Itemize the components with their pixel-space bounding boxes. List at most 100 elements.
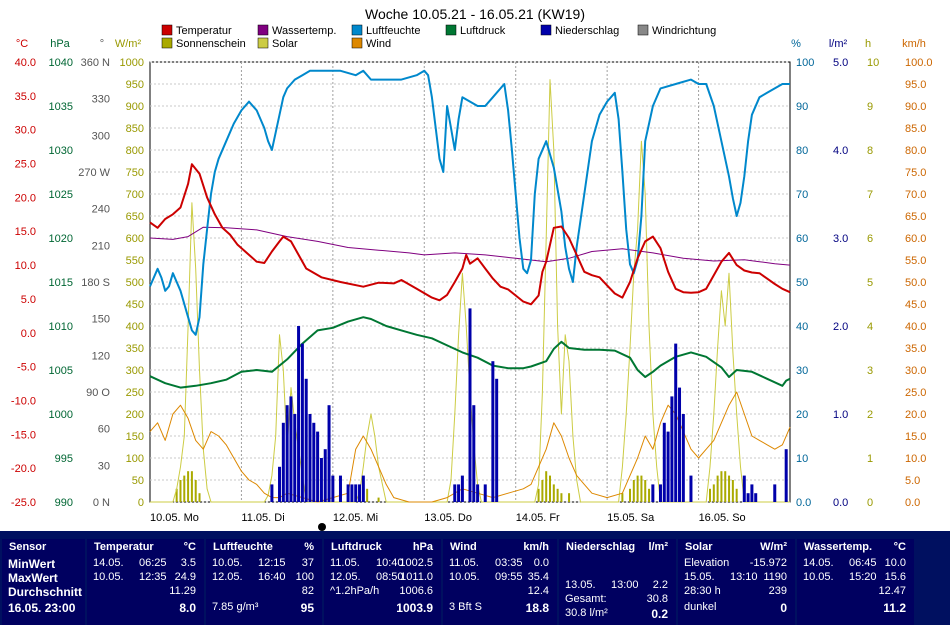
hum-max-date: 12.05.: [212, 571, 243, 583]
solar-tick: 350: [126, 343, 144, 355]
solar-tick: 950: [126, 79, 144, 91]
wind-speed-tick: 100.0: [905, 57, 933, 69]
humidity-column: Luftfeuchte % 10.05. 12:15 37 12.05. 16:40 1…: [206, 539, 322, 625]
water-min-value: 10.0: [884, 557, 906, 569]
legend-swatch: [351, 24, 363, 36]
solar-column: Solar W/m² Elevation -15.972 15.05. 13:10 1…: [678, 539, 795, 625]
pressure-tick: 1035: [49, 101, 73, 113]
wind-speed-tick: 35.0: [905, 343, 926, 355]
solar-elevation-value: -15.972: [749, 557, 787, 569]
precipitation-bar: [460, 475, 464, 502]
press-trend: ^1.2hPa/h: [330, 585, 380, 597]
sunshine-bar: [640, 475, 643, 502]
legend-label: Luftfeuchte: [366, 25, 420, 37]
sunshine-bar: [735, 488, 738, 502]
solar-tick: 750: [126, 167, 144, 179]
sunshine-bar: [537, 488, 540, 502]
humidity-tick: 100: [796, 57, 814, 69]
precipitation-bar: [289, 396, 293, 502]
press-min-date: 11.05.: [330, 557, 360, 569]
sunshine-tick: 6: [867, 233, 873, 245]
precipitation-bar: [358, 484, 362, 502]
hum-absolute: 7.85 g/m³: [212, 601, 259, 613]
solar-tick: 900: [126, 101, 144, 113]
temperature-tick: -10.0: [11, 395, 36, 407]
pressure-column: Luftdruck hPa 11.05. 10:40 1002.5 12.05. 08…: [324, 539, 441, 625]
wind-speed-tick: 5.0: [905, 475, 920, 487]
wind-speed-tick: 80.0: [905, 145, 926, 157]
pressure-tick: 1010: [49, 321, 73, 333]
wind-direction-tick: 30: [98, 460, 110, 472]
humidity-tick: 50: [796, 277, 808, 289]
sunshine-tick: 0: [867, 497, 873, 509]
precipitation-bar: [681, 414, 685, 502]
solar-tick: 200: [126, 409, 144, 421]
precipitation-bar: [773, 484, 777, 502]
rain-sum: 30.8 l/m²: [565, 607, 608, 619]
solar-tick: 550: [126, 255, 144, 267]
wind-direction-tick: 330: [92, 94, 110, 106]
row-label-current: 16.05. 23:00: [8, 601, 76, 615]
precipitation-bar: [472, 405, 476, 502]
sunshine-tick: 10: [867, 57, 879, 69]
solar-tick: 0: [138, 497, 144, 509]
x-tick-label: 13.05. Do: [424, 512, 472, 524]
temperature-unit: °C: [183, 541, 196, 553]
temperature-tick: -25.0: [11, 497, 36, 509]
solar-tick: 250: [126, 387, 144, 399]
precipitation-bar: [750, 484, 754, 502]
legend-swatch: [637, 24, 649, 36]
wind-direction-tick: 60: [98, 424, 110, 436]
sunshine-tick: 3: [867, 365, 873, 377]
wind-max-value: 35.4: [527, 571, 549, 583]
humidity-tick: 20: [796, 409, 808, 421]
series-line-wind: [149, 391, 791, 503]
rain-max-date: 13.05.: [565, 579, 596, 591]
solar-tick: 50: [132, 475, 144, 487]
rain-total-label: Gesamt:: [565, 593, 607, 605]
precipitation-bar: [285, 405, 289, 502]
wind-direction-tick: 300: [92, 130, 110, 142]
wind-speed-tick: 90.0: [905, 101, 926, 113]
hum-max-time: 16:40: [258, 571, 286, 583]
wind-direction-tick: 0 N: [93, 497, 110, 509]
sunshine-bar: [190, 471, 193, 502]
temp-min-value: 3.5: [180, 557, 196, 569]
precipitation-bar: [784, 449, 788, 502]
solar-current-value: 0: [780, 601, 787, 615]
solar-state: dunkel: [684, 601, 717, 613]
legend-swatch: [351, 37, 363, 49]
wind-direction-tick: 270 W: [78, 167, 110, 179]
precipitation-bar: [476, 484, 480, 502]
sunshine-bar: [560, 493, 563, 502]
pressure-tick: 1015: [49, 277, 73, 289]
rain-max-time: 13:00: [611, 579, 639, 591]
precipitation-bar: [297, 326, 301, 502]
wind-speed-tick: 60.0: [905, 233, 926, 245]
temperature-tick: 35.0: [15, 91, 36, 103]
temperature-tick: 15.0: [15, 226, 36, 238]
pressure-tick: 1000: [49, 409, 73, 421]
sunshine-bar: [545, 471, 548, 502]
humidity-header: Luftfeuchte: [213, 541, 273, 553]
hum-min-time: 12:15: [258, 557, 286, 569]
pressure-tick: 1005: [49, 365, 73, 377]
precipitation-bar: [278, 466, 282, 502]
sensor-column: Sensor MinWert MaxWert Durchschnitt 16.0…: [2, 539, 85, 625]
hum-max-value: 100: [295, 571, 314, 583]
solar-tick: 650: [126, 211, 144, 223]
press-avg-value: 1006.6: [399, 585, 433, 597]
press-max-value: 1011.0: [400, 571, 433, 583]
humidity-unit: %: [304, 541, 314, 553]
temp-max-value: 24.9: [174, 571, 196, 583]
sunshine-bar: [621, 493, 624, 502]
wind-max-time: 09:55: [495, 571, 523, 583]
legend-swatch: [540, 24, 552, 36]
pressure-tick: 1030: [49, 145, 73, 157]
wind-min-date: 11.05.: [449, 557, 479, 569]
sunshine-tick: 2: [867, 409, 873, 421]
pressure-header: Luftdruck: [331, 541, 382, 553]
hum-avg-value: 82: [301, 585, 314, 597]
precipitation-bar: [270, 484, 274, 502]
humidity-tick: 40: [796, 321, 808, 333]
